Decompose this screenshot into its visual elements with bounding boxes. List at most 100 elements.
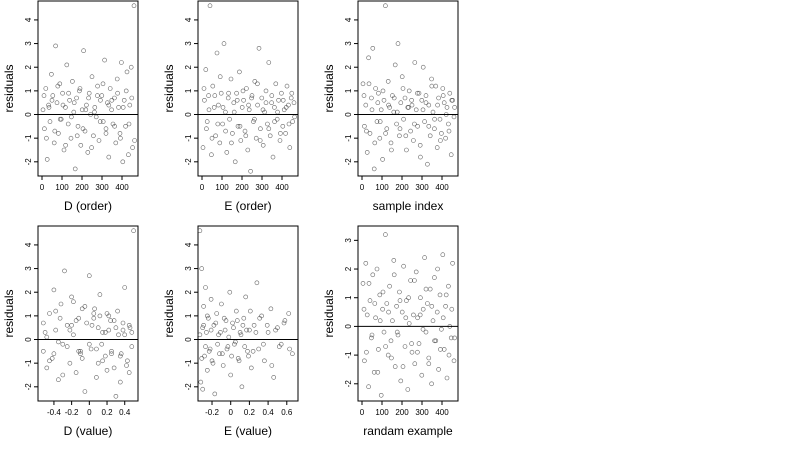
data-point — [261, 341, 266, 347]
data-point — [198, 379, 204, 385]
x-tick-label: 300 — [415, 408, 429, 417]
data-point — [99, 341, 104, 347]
data-point — [231, 100, 237, 105]
data-point — [126, 370, 132, 375]
data-point — [281, 320, 287, 326]
x-tick-label: 0.6 — [281, 408, 293, 417]
data-point — [84, 102, 89, 108]
data-point — [253, 135, 259, 141]
data-point — [237, 69, 242, 75]
data-point — [273, 327, 278, 333]
data-point — [40, 348, 46, 354]
data-point — [49, 356, 55, 361]
x-axis-label: D (value) — [64, 424, 113, 438]
data-point — [377, 292, 383, 298]
data-point — [109, 98, 115, 103]
plot-frame — [37, 225, 139, 402]
data-point — [435, 102, 440, 108]
x-tick-label: 200 — [395, 408, 409, 417]
data-point — [73, 318, 79, 323]
data-point — [265, 121, 270, 127]
data-point — [246, 353, 251, 359]
data-point — [398, 378, 404, 384]
x-tick-label: 0 — [40, 183, 45, 192]
data-point — [284, 83, 290, 89]
data-point — [51, 351, 57, 357]
y-tick-label: -2 — [24, 158, 33, 166]
data-point — [92, 105, 98, 110]
data-point — [105, 100, 110, 105]
data-point — [436, 367, 441, 372]
x-tick-label: -0.2 — [205, 408, 219, 417]
data-point — [238, 138, 244, 143]
data-point — [96, 138, 102, 143]
x-tick-label: 0.2 — [244, 408, 256, 417]
data-point — [66, 90, 71, 96]
data-point — [427, 286, 433, 292]
data-point — [269, 363, 275, 368]
data-point — [40, 107, 46, 113]
y-tick-label: 3 — [344, 238, 353, 243]
data-point — [81, 48, 86, 54]
data-point — [204, 119, 210, 124]
data-point — [233, 339, 238, 345]
data-point — [257, 315, 263, 321]
y-tick-label: -2 — [184, 158, 193, 166]
data-point — [387, 105, 392, 110]
data-point — [263, 88, 269, 94]
data-point — [86, 90, 92, 96]
data-point — [404, 147, 409, 153]
data-point — [100, 358, 105, 364]
data-point — [51, 287, 57, 293]
data-point — [109, 351, 114, 357]
data-point — [117, 131, 123, 136]
data-point — [70, 79, 75, 84]
data-point — [103, 353, 108, 359]
data-point — [451, 358, 457, 364]
data-point — [123, 88, 129, 94]
data-point — [390, 318, 395, 324]
data-point — [44, 135, 49, 141]
data-point — [72, 166, 78, 172]
data-point — [364, 349, 369, 355]
data-point — [422, 255, 427, 260]
data-point — [115, 308, 120, 314]
data-point — [248, 169, 253, 174]
data-point — [422, 119, 427, 124]
data-point — [411, 312, 416, 318]
data-point — [55, 83, 61, 89]
data-point — [97, 119, 103, 124]
data-point — [394, 303, 399, 309]
data-point — [201, 322, 206, 328]
data-point — [425, 161, 430, 167]
data-point — [46, 105, 52, 110]
data-point — [366, 281, 372, 286]
data-point — [406, 88, 412, 94]
data-point — [112, 95, 117, 101]
data-point — [272, 105, 277, 110]
x-tick-label: 200 — [75, 183, 89, 192]
data-point — [429, 76, 434, 82]
data-point — [113, 140, 119, 146]
data-point — [360, 81, 366, 87]
data-point — [209, 358, 215, 364]
data-point — [98, 98, 103, 103]
y-tick-label: 0 — [184, 112, 193, 117]
data-point — [118, 353, 123, 359]
data-point — [205, 367, 210, 373]
data-point — [60, 102, 66, 108]
data-point — [126, 322, 132, 328]
data-point — [276, 98, 281, 103]
data-point — [426, 355, 432, 361]
x-tick-label: 300 — [95, 183, 109, 192]
data-point — [128, 64, 134, 70]
y-tick-label: 3 — [344, 41, 353, 46]
y-tick-label: 0 — [24, 112, 33, 117]
data-point — [120, 105, 126, 110]
data-point — [369, 332, 375, 338]
data-point — [437, 292, 443, 298]
data-point — [369, 107, 375, 113]
data-point — [227, 289, 233, 295]
data-point — [86, 95, 91, 101]
